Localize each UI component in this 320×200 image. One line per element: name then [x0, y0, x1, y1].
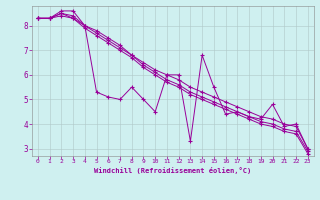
X-axis label: Windchill (Refroidissement éolien,°C): Windchill (Refroidissement éolien,°C)	[94, 167, 252, 174]
